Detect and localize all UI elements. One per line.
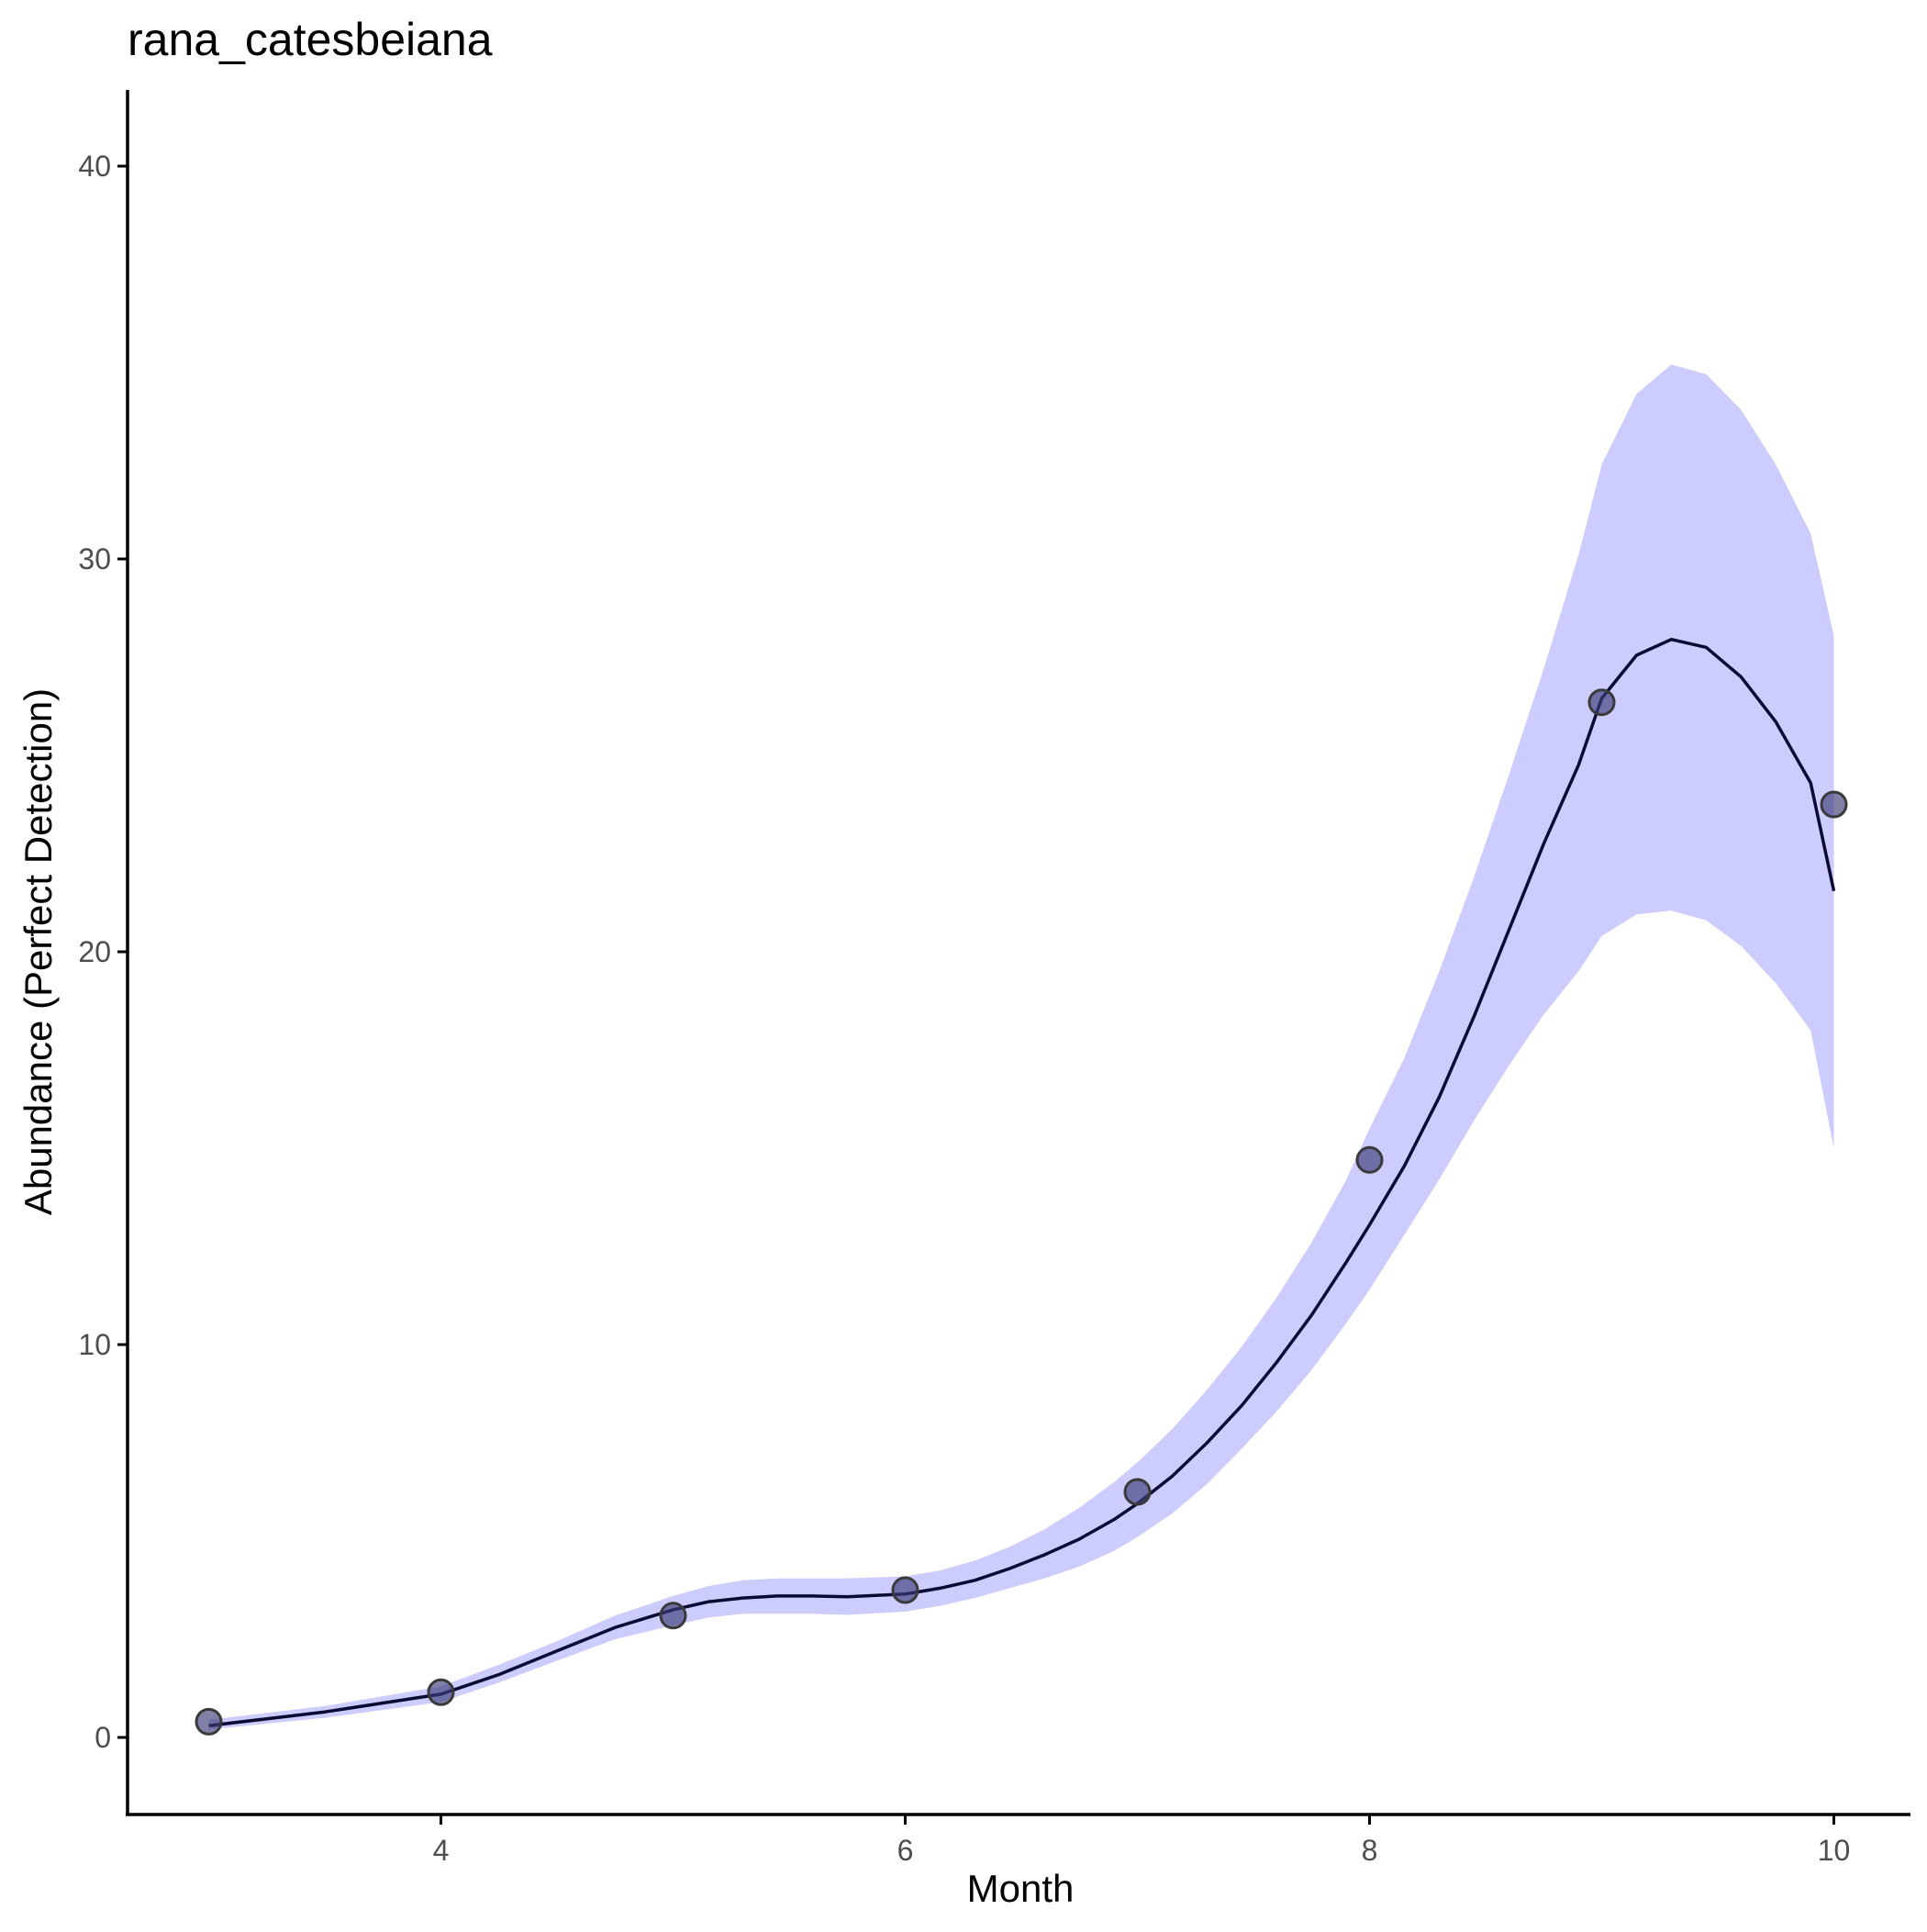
x-tick-label: 8 [1362, 1834, 1378, 1867]
plot-area [195, 364, 1848, 1736]
data-point [1355, 1145, 1384, 1174]
y-tick-label: 0 [95, 1721, 111, 1754]
x-tick-label: 10 [1818, 1834, 1851, 1867]
x-axis-ticks: 4 6 8 10 [433, 1815, 1851, 1867]
confidence-ribbon [208, 364, 1834, 1730]
data-point [1820, 790, 1848, 819]
x-tick-label: 6 [897, 1834, 914, 1867]
y-tick-label: 40 [78, 150, 111, 183]
data-point [195, 1707, 223, 1736]
x-axis-title: Month [967, 1867, 1075, 1910]
y-tick-label: 30 [78, 542, 111, 575]
fitted-line [208, 637, 1836, 1727]
data-point [427, 1678, 455, 1706]
x-tick-label: 4 [433, 1834, 450, 1867]
data-point [1587, 688, 1616, 717]
y-axis-title: Abundance (Perfect Detection) [17, 688, 60, 1215]
chart-title: rana_catesbeiana [128, 14, 493, 65]
data-point [659, 1602, 687, 1630]
y-axis-ticks: 0 10 20 30 40 [78, 150, 128, 1754]
data-point [1123, 1478, 1152, 1506]
data-point [891, 1576, 919, 1604]
y-tick-label: 20 [78, 935, 111, 968]
y-tick-label: 10 [78, 1328, 111, 1361]
